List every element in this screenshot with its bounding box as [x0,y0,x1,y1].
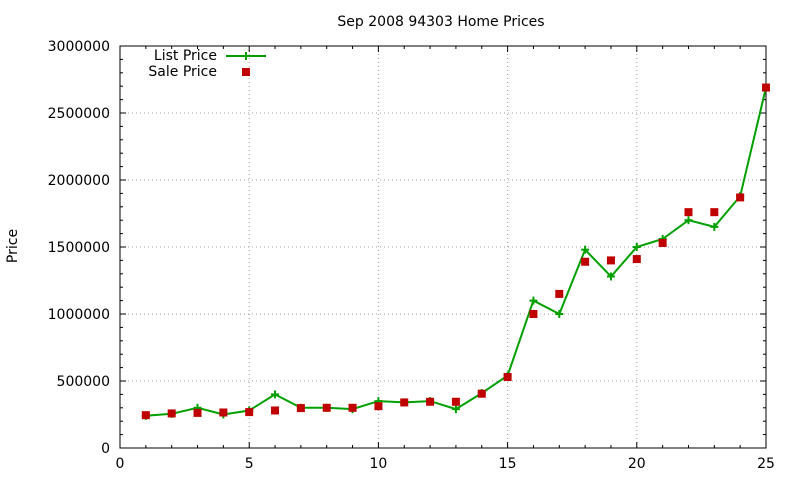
x-tick-label: 15 [499,456,517,472]
list-price-point [555,310,564,318]
sale-price-point [193,408,202,417]
legend: List Price Sale Price [148,48,266,80]
y-tick-label: 3000000 [48,39,110,55]
x-tick-label: 25 [757,456,775,472]
sale-price-point [503,372,512,381]
sale-price-point [245,408,254,417]
list-price-point [606,272,615,281]
list-price-line [145,87,767,417]
sale-price-point [426,397,435,406]
x-tick-label: 20 [628,456,646,472]
sale-price-point [632,255,641,264]
sale-price-point [710,208,719,217]
sale-price-point [451,397,460,406]
y-tick-label: 500000 [57,374,110,390]
x-tick-label: 0 [116,456,125,472]
sale-price-point [581,257,590,266]
list-price-point [684,216,693,225]
sale-price-point [555,289,564,298]
y-tick-label: 2000000 [48,173,110,189]
sale-price-point [529,310,538,318]
sale-price-point [658,238,667,247]
list-price-point [581,245,590,254]
list-price-point [451,405,460,414]
y-tick-label: 1500000 [48,240,110,256]
x-tick-label: 10 [369,456,387,472]
list-price-point [271,390,280,399]
grid [120,46,766,448]
sale-price-point [374,402,383,411]
legend-label-sale-price: Sale Price [148,64,217,80]
list-price-point [632,243,641,251]
sale-price-point [271,406,280,415]
sale-price-point [348,403,357,412]
y-axis-label: Price [5,229,21,263]
y-tick-label: 1000000 [48,307,110,323]
sale-price-point [762,83,770,92]
sale-price-point [684,208,693,217]
list-price-point [710,222,719,231]
legend-label-list-price: List Price [154,48,217,64]
sale-price-point [296,404,305,413]
axes: 0 5 10 15 20 25 0 500000 1000000 1500000 2000000 25… [48,39,775,472]
list-price-point [529,296,538,305]
sale-price-point [167,409,176,418]
y-tick-label: 2500000 [48,106,110,122]
sale-price-point [141,411,150,420]
chart-title: Sep 2008 94303 Home Prices [337,14,544,30]
series [141,83,770,420]
sale-price-point [477,389,486,398]
y-tick-label: 0 [101,441,110,457]
x-tick-label: 5 [245,456,254,472]
sale-price-point [400,398,409,407]
legend-sample-sale-price [242,68,250,76]
sale-price-point [736,193,745,202]
sale-price-point [219,408,228,417]
plot-border [119,45,767,449]
sale-price-point [606,256,615,265]
sale-price-point [322,403,331,412]
